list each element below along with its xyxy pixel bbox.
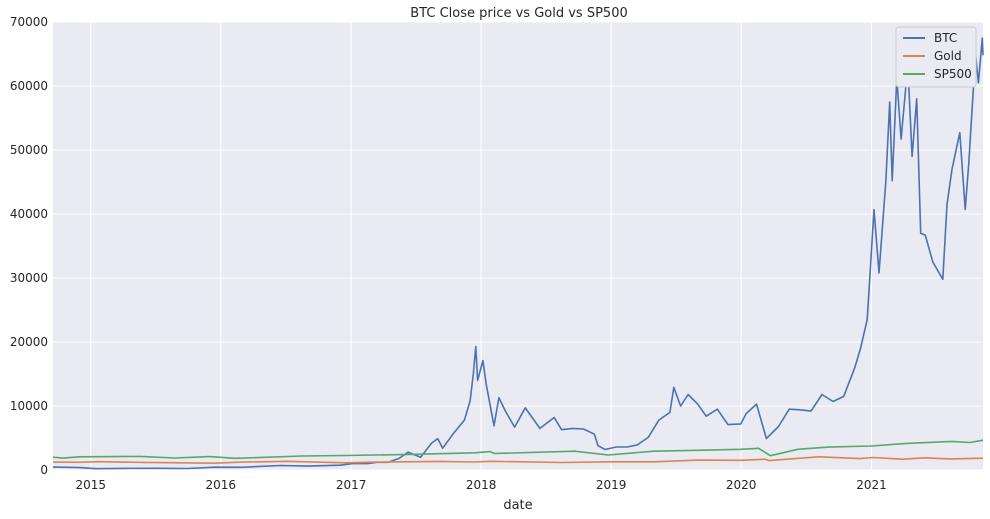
- x-axis-ticks: 2015 2016 2017 2018 2019 2020 2021: [75, 478, 886, 492]
- legend-label-sp500: SP500: [934, 67, 972, 81]
- y-tick-label: 20000: [10, 335, 48, 349]
- gridlines: [53, 21, 983, 471]
- x-tick-label: 2018: [466, 478, 497, 492]
- x-tick-label: 2017: [336, 478, 367, 492]
- series-line-gold: [52, 456, 984, 464]
- plot-area: [53, 22, 983, 470]
- chart-title: BTC Close price vs Gold vs SP500: [410, 6, 627, 21]
- x-tick-label: 2020: [726, 478, 757, 492]
- y-tick-label: 70000: [10, 15, 48, 29]
- x-tick-label: 2021: [856, 478, 887, 492]
- x-axis-label: date: [503, 498, 532, 513]
- y-axis-ticks: 0 10000 20000 30000 40000 50000 60000 70000: [10, 15, 48, 477]
- y-tick-label: 10000: [10, 399, 48, 413]
- y-tick-label: 40000: [10, 207, 48, 221]
- legend-label-gold: Gold: [934, 49, 962, 63]
- y-tick-label: 50000: [10, 143, 48, 157]
- legend-label-btc: BTC: [934, 31, 957, 45]
- x-tick-label: 2015: [75, 478, 106, 492]
- y-tick-label: 30000: [10, 271, 48, 285]
- legend: BTC Gold SP500: [895, 26, 977, 88]
- x-tick-label: 2019: [596, 478, 627, 492]
- x-tick-label: 2016: [205, 478, 236, 492]
- series-line-sp500: [52, 439, 984, 460]
- y-tick-label: 60000: [10, 79, 48, 93]
- y-tick-label: 0: [40, 463, 48, 477]
- legend-frame: [895, 26, 977, 88]
